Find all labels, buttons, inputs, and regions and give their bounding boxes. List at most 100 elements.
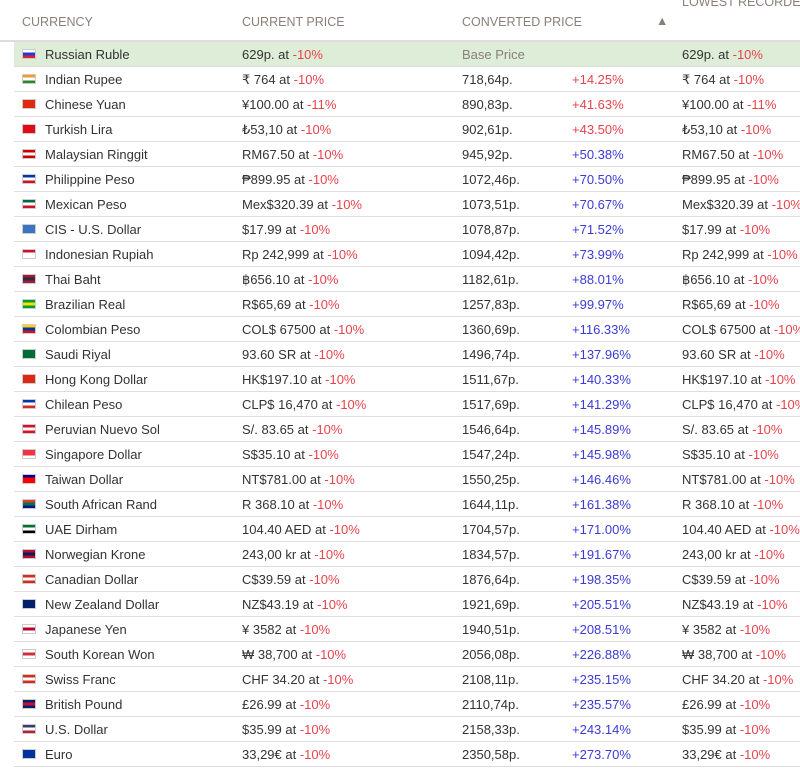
price-difference: +171.00%	[572, 522, 631, 537]
table-row[interactable]: Brazilian Real R$65,69 at -10% 1257,83p.…	[14, 292, 800, 317]
flag-icon	[22, 549, 36, 559]
column-currency[interactable]: CURRENCY	[22, 15, 93, 29]
lowest-discount: -10%	[749, 572, 780, 587]
current-discount: -10%	[299, 222, 331, 237]
table-row[interactable]: Norwegian Krone 243,00 kr at -10% 1834,5…	[14, 542, 800, 567]
lowest-price: $35.99 at -10%	[682, 722, 771, 737]
currency-name: Chilean Peso	[45, 397, 123, 412]
current-discount: -10%	[329, 522, 360, 537]
table-row[interactable]: South Korean Won ₩ 38,700 at -10% 2056,0…	[14, 642, 800, 667]
table-row[interactable]: Colombian Peso COL$ 67500 at -10% 1360,6…	[14, 317, 800, 342]
lowest-discount: -10%	[739, 722, 771, 737]
table-row[interactable]: CIS - U.S. Dollar $17.99 at -10% 1078,87…	[14, 217, 800, 242]
lowest-price: $17.99 at -10%	[682, 222, 771, 237]
lowest-price: ₺53,10 at -10%	[682, 122, 772, 137]
table-row[interactable]: New Zealand Dollar NZ$43.19 at -10% 1921…	[14, 592, 800, 617]
column-lowest-recorded[interactable]: LOWEST RECORDED	[682, 0, 800, 9]
flag-icon	[22, 149, 36, 159]
table-row[interactable]: Japanese Yen ¥ 3582 at -10% 1940,51p. +2…	[14, 617, 800, 642]
table-row[interactable]: Peruvian Nuevo Sol S/. 83.65 at -10% 154…	[14, 417, 800, 442]
table-row[interactable]: Indian Rupee ₹ 764 at -10% 718,64p. +14.…	[14, 67, 800, 92]
sort-ascending-icon[interactable]: ▲	[656, 14, 669, 28]
currency-name: Hong Kong Dollar	[45, 372, 148, 387]
flag-icon	[22, 499, 36, 509]
column-converted-price[interactable]: CONVERTED PRICE	[462, 15, 582, 29]
lowest-discount: -10%	[739, 222, 771, 237]
price-difference: +191.67%	[572, 547, 631, 562]
current-discount: -10%	[324, 472, 355, 487]
converted-price: 1876,64p.	[462, 572, 520, 587]
price-difference: +145.89%	[572, 422, 631, 437]
table-row[interactable]: British Pound £26.99 at -10% 2110,74p. +…	[14, 692, 800, 717]
current-price: RM67.50 at -10%	[242, 147, 344, 162]
table-row[interactable]: Mexican Peso Mex$320.39 at -10% 1073,51p…	[14, 192, 800, 217]
converted-price: 902,61p.	[462, 122, 513, 137]
currency-name: Brazilian Real	[45, 297, 126, 312]
price-difference: +41.63%	[572, 97, 624, 112]
currency-name: Russian Ruble	[45, 47, 130, 62]
lowest-discount: -10%	[771, 197, 800, 212]
flag-icon	[22, 249, 36, 259]
flag-icon	[22, 399, 36, 409]
table-row[interactable]: South African Rand R 368.10 at -10% 1644…	[14, 492, 800, 517]
table-header: CURRENCY CURRENT PRICE CONVERTED PRICE ▲…	[0, 0, 800, 42]
current-discount: -10%	[335, 397, 367, 412]
table-row[interactable]: Saudi Riyal 93.60 SR at -10% 1496,74p. +…	[14, 342, 800, 367]
price-difference: +208.51%	[572, 622, 631, 637]
lowest-price: S$35.10 at -10%	[682, 447, 779, 462]
table-row[interactable]: U.S. Dollar $35.99 at -10% 2158,33p. +24…	[14, 717, 800, 742]
table-row[interactable]: Canadian Dollar C$39.59 at -10% 1876,64p…	[14, 567, 800, 592]
column-current-price[interactable]: CURRENT PRICE	[242, 15, 345, 29]
table-row[interactable]: Malaysian Ringgit RM67.50 at -10% 945,92…	[14, 142, 800, 167]
converted-price: 1517,69p.	[462, 397, 520, 412]
flag-icon	[22, 424, 36, 434]
table-row[interactable]: Indonesian Rupiah Rp 242,999 at -10% 109…	[14, 242, 800, 267]
flag-icon	[22, 724, 36, 734]
converted-price: 718,64p.	[462, 72, 513, 87]
current-price: S$35.10 at -10%	[242, 447, 339, 462]
table-row[interactable]: Philippine Peso ₱899.95 at -10% 1072,46p…	[14, 167, 800, 192]
lowest-discount: -10%	[767, 247, 798, 262]
current-discount: -10%	[308, 272, 339, 287]
converted-price: 2056,08p.	[462, 647, 520, 662]
converted-price: 945,92p.	[462, 147, 513, 162]
table-row[interactable]: Russian Ruble 629p. at -10% Base Price 6…	[14, 42, 800, 67]
current-discount: -10%	[309, 572, 340, 587]
lowest-discount: -10%	[749, 297, 780, 312]
table-row[interactable]: Singapore Dollar S$35.10 at -10% 1547,24…	[14, 442, 800, 467]
converted-price: 1182,61p.	[462, 272, 519, 287]
lowest-price: £26.99 at -10%	[682, 697, 771, 712]
price-difference: +161.38%	[572, 497, 631, 512]
price-difference: +226.88%	[572, 647, 631, 662]
converted-price: 1921,69p.	[462, 597, 520, 612]
currency-name: Swiss Franc	[45, 672, 116, 687]
table-row[interactable]: Thai Baht ฿656.10 at -10% 1182,61p. +88.…	[14, 267, 800, 292]
flag-icon	[22, 599, 36, 609]
table-row[interactable]: Euro 33,29€ at -10% 2350,58p. +273.70% 3…	[14, 742, 800, 767]
current-discount: -10%	[312, 422, 343, 437]
converted-price: 1257,83p.	[462, 297, 520, 312]
currency-name: U.S. Dollar	[45, 722, 108, 737]
lowest-discount: -10%	[765, 372, 796, 387]
lowest-discount: -10%	[769, 522, 800, 537]
table-row[interactable]: Hong Kong Dollar HK$197.10 at -10% 1511,…	[14, 367, 800, 392]
table-row[interactable]: Chilean Peso CLP$ 16,470 at -10% 1517,69…	[14, 392, 800, 417]
table-row[interactable]: Taiwan Dollar NT$781.00 at -10% 1550,25p…	[14, 467, 800, 492]
table-row[interactable]: Chinese Yuan ¥100.00 at -11% 890,83p. +4…	[14, 92, 800, 117]
lowest-price: COL$ 67500 at -10%	[682, 322, 800, 337]
lowest-discount: -10%	[739, 697, 771, 712]
lowest-price: 93.60 SR at -10%	[682, 347, 785, 362]
table-row[interactable]: UAE Dirham 104.40 AED at -10% 1704,57p. …	[14, 517, 800, 542]
current-discount: -10%	[333, 322, 365, 337]
table-row[interactable]: Turkish Lira ₺53,10 at -10% 902,61p. +43…	[14, 117, 800, 142]
flag-icon	[22, 49, 36, 59]
current-price: $17.99 at -10%	[242, 222, 331, 237]
current-discount: -10%	[299, 697, 331, 712]
currency-name: South African Rand	[45, 497, 158, 512]
converted-price: 1644,11p.	[462, 497, 519, 512]
price-difference: +198.35%	[572, 572, 631, 587]
current-price: C$39.59 at -10%	[242, 572, 340, 587]
table-row[interactable]: Swiss Franc CHF 34.20 at -10% 2108,11p. …	[14, 667, 800, 692]
lowest-discount: -10%	[764, 472, 795, 487]
price-difference: +70.67%	[572, 197, 624, 212]
